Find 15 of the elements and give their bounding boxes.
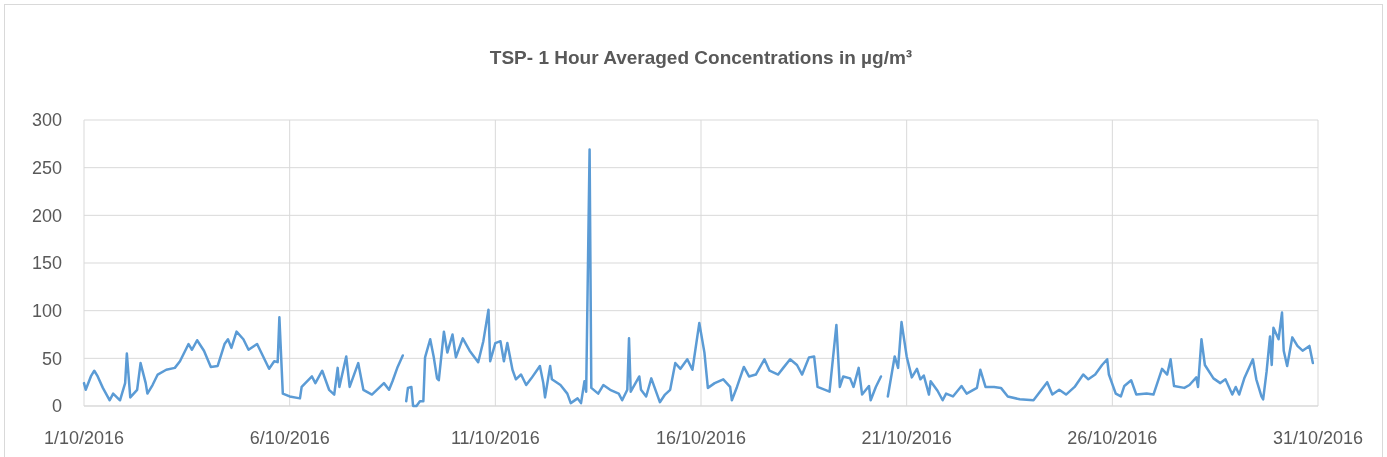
x-tick-label: 1/10/2016 xyxy=(43,428,125,448)
x-tick-label: 21/10/2016 xyxy=(861,428,952,448)
x-tick-label: 16/10/2016 xyxy=(655,428,747,448)
x-tick-label: 26/10/2016 xyxy=(1067,428,1158,448)
y-tick-label: 50 xyxy=(41,348,62,369)
x-tick-label: 6/10/2016 xyxy=(249,428,330,448)
chart-title: TSP- 1 Hour Averaged Concentrations in µg/m³ xyxy=(489,47,913,68)
x-tick-label: 11/10/2016 xyxy=(450,428,540,448)
y-tick-label: 300 xyxy=(31,110,62,131)
y-tick-label: 200 xyxy=(31,205,62,226)
y-tick-label: 250 xyxy=(31,157,62,178)
y-tick-label: 0 xyxy=(51,396,62,417)
y-tick-label: 150 xyxy=(31,253,62,274)
y-tick-label: 100 xyxy=(31,300,62,321)
x-tick-label: 31/10/2016 xyxy=(1272,428,1364,448)
